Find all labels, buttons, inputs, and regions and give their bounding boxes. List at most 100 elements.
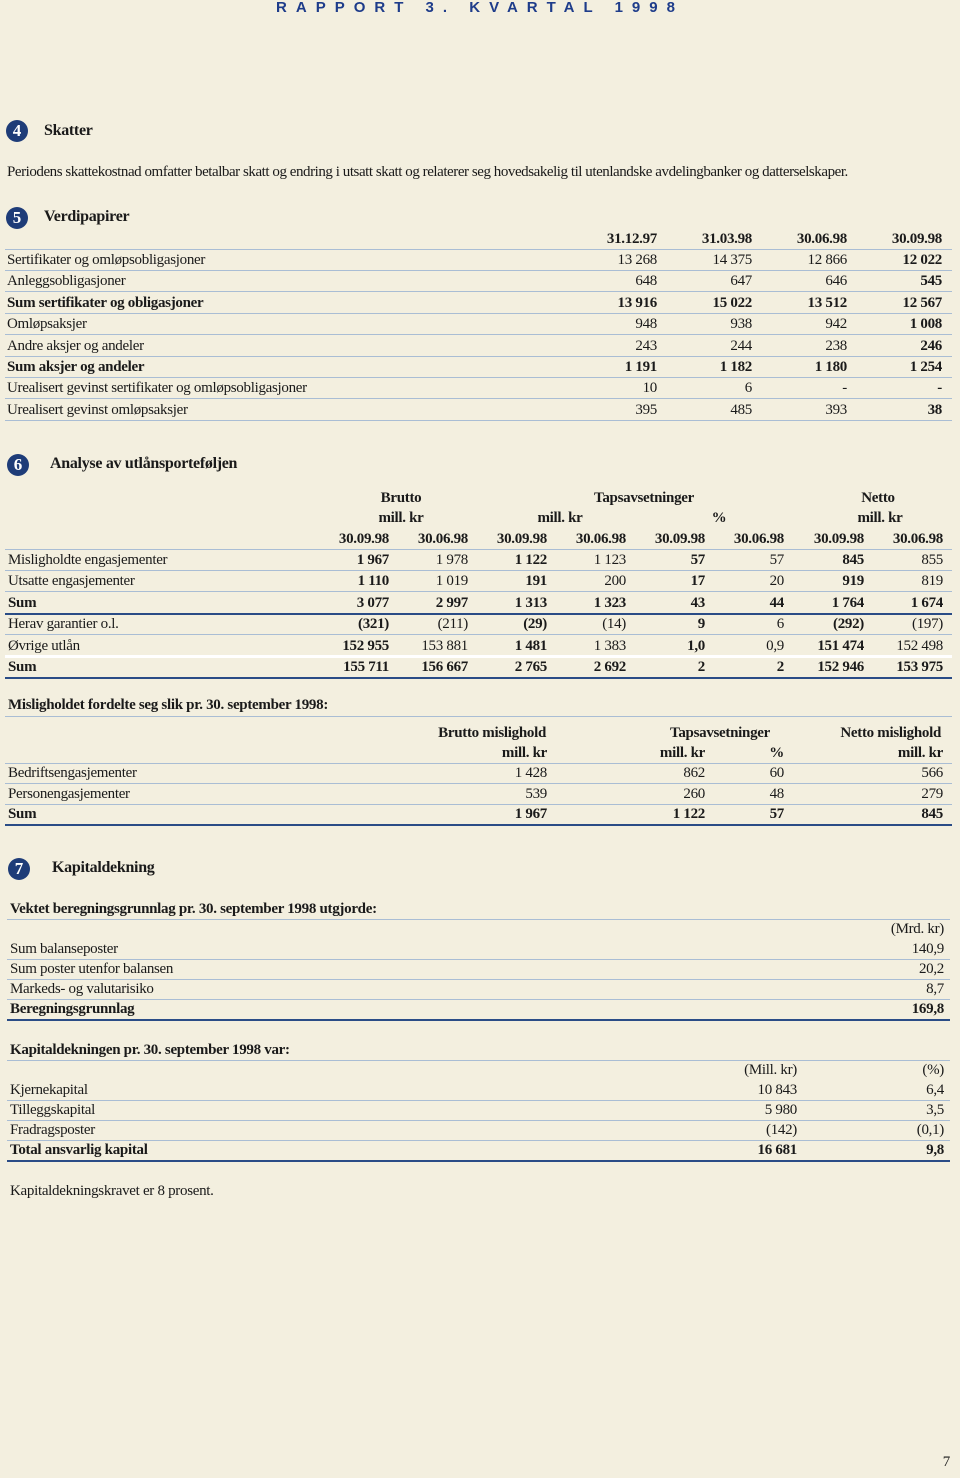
cell: 155 711 <box>343 659 389 675</box>
cell: 152 946 <box>817 659 864 675</box>
column-header: 30.06.98 <box>796 231 847 247</box>
cell: 1 383 <box>593 637 627 654</box>
section-number: 6 <box>7 454 29 476</box>
unit-header: mill. kr <box>897 745 943 761</box>
cell: 648 <box>635 273 657 290</box>
cell: 17 <box>690 573 706 590</box>
rule <box>5 655 952 658</box>
cell: 14 375 <box>712 252 753 268</box>
rule <box>5 249 952 250</box>
row-label: Markeds- og valutarisiko <box>10 981 154 997</box>
row-label: Fradragsposter <box>10 1122 95 1138</box>
rule <box>5 591 952 593</box>
row-label: Bedriftsengasjementer <box>8 765 137 781</box>
paragraph: Periodens skattekostnad omfatter betalba… <box>7 164 848 180</box>
row-label: Misligholdte engasjementer <box>8 552 168 568</box>
row-label: Urealisert gevinst sertifikater og omløp… <box>7 380 307 397</box>
cell: 0,9 <box>766 637 784 654</box>
rule <box>7 999 950 1000</box>
rule <box>5 312 952 314</box>
row-label: Urealisert gevinst omløpsaksjer <box>7 401 188 418</box>
cell: 6 <box>744 380 753 397</box>
cell: - <box>937 380 942 397</box>
rule <box>5 398 952 400</box>
unit-header: mill. kr <box>659 745 705 761</box>
column-header: 31.03.98 <box>701 231 752 247</box>
cell: 15 022 <box>712 294 753 311</box>
cell: - <box>842 380 847 397</box>
column-header: 30.06.98 <box>575 531 626 547</box>
cell: 1 674 <box>910 594 944 611</box>
cell: 9,8 <box>926 1142 944 1158</box>
cell: 942 <box>825 316 847 333</box>
section-title: Analyse av utlånsporteføljen <box>50 455 238 472</box>
cell: 1,0 <box>687 637 705 654</box>
rule <box>5 355 952 357</box>
unit-header: mill. kr <box>537 510 583 526</box>
cell: (292) <box>833 616 864 633</box>
cell: 13 268 <box>617 252 658 268</box>
rule <box>5 634 952 636</box>
cell: 246 <box>920 337 942 354</box>
cell: 1 182 <box>719 359 753 375</box>
rule <box>7 919 950 920</box>
column-header: 30.06.98 <box>892 531 943 547</box>
cell: 948 <box>635 316 657 333</box>
cell: 1 254 <box>909 359 943 375</box>
cell: 1 978 <box>435 552 469 568</box>
row-label: Anleggsobligasjoner <box>7 273 126 290</box>
row-label: Sum <box>8 659 37 675</box>
cell: 938 <box>730 316 752 333</box>
unit-header: (Mrd. kr) <box>890 921 944 937</box>
unit-header: mill. kr <box>378 510 424 526</box>
rule <box>5 270 952 271</box>
cell: 3 077 <box>356 594 390 611</box>
cell: 1 764 <box>831 594 865 611</box>
row-label: Sum <box>8 806 37 822</box>
cell: 151 474 <box>817 637 864 654</box>
cell: 2 <box>776 659 785 675</box>
rule <box>7 1120 950 1121</box>
cell: 200 <box>604 573 626 590</box>
rule <box>5 419 952 421</box>
cell: 13 916 <box>617 294 658 311</box>
cell: 393 <box>825 401 847 418</box>
cell: 1 008 <box>909 316 943 333</box>
section-title: Kapitaldekning <box>52 859 155 876</box>
section-title: Skatter <box>44 122 93 139</box>
cell: 539 <box>525 785 547 802</box>
cell: 260 <box>683 785 705 802</box>
row-label: Sum balanseposter <box>10 941 118 957</box>
cell: 1 967 <box>356 552 390 568</box>
cell: 6 <box>776 616 785 633</box>
cell: 16 681 <box>757 1142 798 1158</box>
cell: 1 313 <box>514 594 548 611</box>
cell: 10 <box>642 380 658 397</box>
row-label: Tilleggskapital <box>10 1102 95 1118</box>
unit-header: mill. kr <box>501 745 547 761</box>
cell: (0,1) <box>916 1122 945 1138</box>
cell: 1 191 <box>624 359 658 375</box>
rule <box>7 1060 950 1061</box>
cell: 2 765 <box>514 659 548 675</box>
cell: 845 <box>921 806 943 822</box>
unit-header: % <box>769 745 784 761</box>
cell: 1 481 <box>514 637 548 654</box>
cell: 57 <box>769 552 785 568</box>
column-header: 31.12.97 <box>606 231 657 247</box>
cell: 862 <box>683 765 705 781</box>
cell: 395 <box>635 401 657 418</box>
row-label: Sum <box>8 594 37 611</box>
cell: 10 843 <box>757 1082 798 1098</box>
cell: 647 <box>730 273 752 290</box>
rule <box>5 803 952 805</box>
cell: 1 323 <box>593 594 627 611</box>
cell: 1 122 <box>514 552 548 568</box>
cell: 646 <box>825 273 847 290</box>
unit-header: % <box>711 510 727 526</box>
cell: 1 428 <box>514 765 548 781</box>
section-title: Verdipapirer <box>44 208 130 225</box>
column-header: 30.09.98 <box>891 231 942 247</box>
cell: 2 <box>697 659 706 675</box>
cell: 44 <box>769 594 785 611</box>
